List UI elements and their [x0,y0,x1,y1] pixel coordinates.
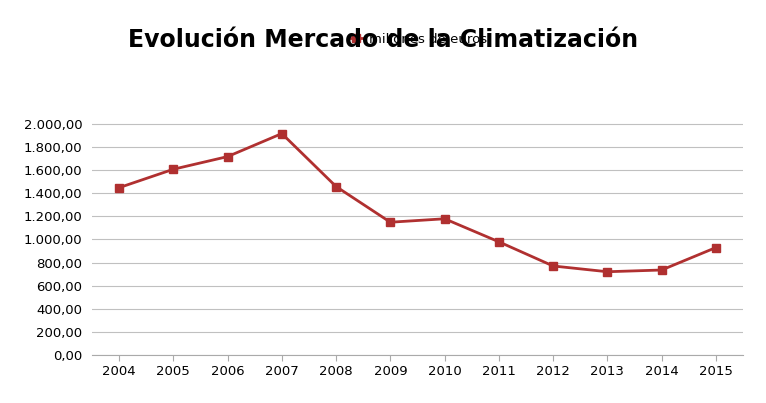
Text: Evolución Mercado de la Climatización: Evolución Mercado de la Climatización [128,28,638,52]
Legend: millones de euros: millones de euros [342,27,493,51]
